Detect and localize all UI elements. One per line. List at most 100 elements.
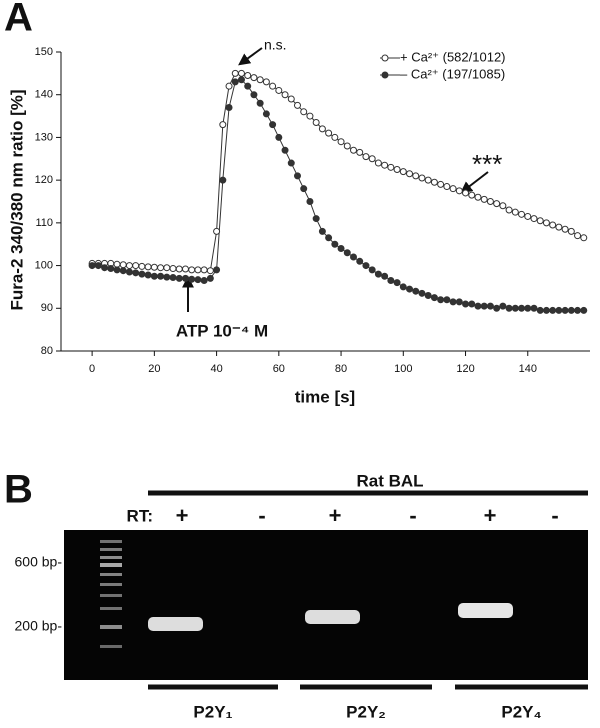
data-point [343, 249, 351, 257]
data-point [237, 69, 245, 77]
data-point [524, 304, 532, 312]
legend-marker [381, 54, 389, 62]
data-point [474, 302, 482, 310]
data-point [555, 223, 563, 231]
data-point [536, 306, 544, 314]
annotation: n.s. [264, 37, 287, 53]
data-point [567, 306, 575, 314]
data-point [138, 262, 146, 270]
data-point [350, 253, 358, 261]
data-point [225, 82, 233, 90]
data-point [269, 121, 277, 129]
data-point [486, 198, 494, 205]
y-tick-label: 100 [35, 259, 53, 271]
data-point [406, 285, 414, 293]
data-point [293, 101, 301, 109]
data-point [318, 125, 326, 133]
data-point [356, 148, 364, 156]
data-point [387, 163, 395, 171]
data-point [94, 262, 102, 270]
data-point [493, 304, 501, 312]
lane-label: + [176, 503, 189, 528]
data-point [287, 159, 295, 167]
lane-label: + [484, 503, 497, 528]
data-point [424, 291, 432, 299]
data-point [580, 306, 588, 314]
data-point [443, 296, 451, 304]
data-point [406, 170, 414, 178]
y-tick-label: 130 [35, 131, 53, 143]
y-tick-label: 80 [41, 345, 53, 357]
data-point [542, 219, 550, 227]
data-point [244, 82, 252, 90]
y-axis-label: Fura-2 340/380 nm ratio [%] [7, 89, 26, 310]
data-point [213, 227, 221, 235]
data-point [163, 273, 171, 281]
data-point [312, 118, 320, 126]
data-point [287, 95, 295, 103]
legend-marker [381, 71, 389, 79]
data-point [107, 265, 115, 273]
data-point [262, 110, 270, 118]
data-point [169, 274, 177, 282]
data-point [256, 99, 264, 107]
data-point [325, 234, 333, 242]
data-point [530, 215, 538, 223]
data-point [237, 76, 245, 84]
data-point [200, 266, 208, 274]
legend-label: – Ca²⁺ (197/1085) [400, 66, 505, 81]
panel-label: A [4, 0, 33, 40]
data-point [181, 274, 189, 282]
data-point [175, 274, 183, 282]
data-point [437, 180, 445, 188]
data-point [231, 69, 239, 77]
data-point [250, 74, 258, 82]
data-point [132, 262, 140, 270]
data-point [88, 262, 96, 270]
data-point [524, 212, 532, 220]
x-tick-label: 40 [210, 363, 222, 375]
data-point [150, 272, 158, 280]
data-point [312, 215, 320, 223]
data-point [549, 221, 557, 229]
data-point [269, 82, 277, 90]
data-point [206, 267, 214, 275]
data-point [499, 202, 507, 210]
data-point [399, 168, 407, 176]
data-point [113, 266, 121, 274]
data-point [150, 263, 158, 271]
data-point [362, 153, 370, 161]
data-point [250, 91, 258, 99]
band [458, 603, 513, 618]
x-tick-label: 0 [89, 363, 95, 375]
group-label: P2Y₂ [346, 702, 386, 721]
data-point [393, 279, 401, 287]
data-point [430, 294, 438, 302]
size-marker: 200 bp- [15, 618, 63, 634]
y-tick-label: 140 [35, 89, 53, 101]
y-tick-label: 150 [35, 46, 53, 58]
x-tick-label: 100 [394, 363, 412, 375]
size-marker: 600 bp- [15, 554, 63, 570]
data-point [393, 165, 401, 173]
data-point [437, 296, 445, 304]
gel-title: Rat BAL [356, 471, 423, 490]
data-point [574, 232, 582, 240]
data-point [225, 104, 233, 112]
data-point [318, 227, 326, 235]
data-point [474, 193, 482, 201]
data-point [499, 302, 507, 310]
data-point [418, 174, 426, 182]
series-line [92, 72, 584, 272]
data-point [412, 172, 420, 180]
data-point [219, 176, 227, 184]
lane-label: - [409, 503, 416, 528]
data-point [200, 277, 208, 285]
data-point [331, 240, 339, 248]
data-point [300, 185, 308, 193]
data-point [536, 217, 544, 225]
data-point [574, 306, 582, 314]
data-point [138, 270, 146, 278]
data-point [256, 76, 264, 84]
